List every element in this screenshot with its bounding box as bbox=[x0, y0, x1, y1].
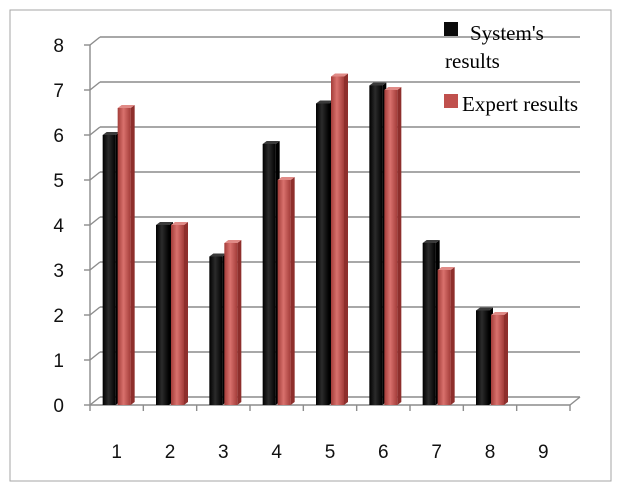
bar-side bbox=[397, 87, 401, 405]
x-tick-label: 5 bbox=[325, 442, 336, 463]
bar-side bbox=[451, 267, 455, 405]
bar-system bbox=[156, 225, 169, 405]
x-tick-label: 9 bbox=[538, 442, 549, 463]
bar-expert bbox=[384, 90, 397, 405]
bar-expert bbox=[171, 225, 184, 405]
y-tick-label: 2 bbox=[53, 306, 64, 327]
chart-frame bbox=[10, 10, 611, 481]
legend-swatch-expert bbox=[444, 94, 458, 108]
bar-expert bbox=[278, 180, 291, 405]
x-tick-label: 2 bbox=[165, 442, 176, 463]
bar-system bbox=[263, 144, 276, 405]
y-tick-label: 0 bbox=[53, 396, 64, 417]
bar-side bbox=[504, 312, 508, 405]
x-axis-edge bbox=[570, 397, 580, 405]
x-tick-label: 8 bbox=[485, 442, 496, 463]
y-tick-label: 7 bbox=[53, 81, 64, 102]
bar-expert bbox=[438, 270, 451, 405]
gridline-edge bbox=[90, 82, 100, 90]
legend: System's results Expert results bbox=[444, 21, 578, 116]
bar-system bbox=[209, 257, 222, 406]
gridline-edge bbox=[90, 307, 100, 315]
y-tick-label: 5 bbox=[53, 171, 64, 192]
bar-system bbox=[369, 86, 382, 406]
bar-expert bbox=[331, 77, 344, 406]
y-tick-label: 1 bbox=[53, 351, 64, 372]
bar-side bbox=[291, 177, 295, 405]
bar-expert bbox=[118, 108, 131, 405]
x-tick-label: 3 bbox=[218, 442, 229, 463]
bar-system bbox=[423, 243, 436, 405]
bar-expert bbox=[491, 315, 504, 405]
legend-label: results bbox=[445, 49, 500, 73]
bar-side bbox=[237, 240, 241, 405]
y-tick-label: 4 bbox=[53, 216, 64, 237]
bar-side bbox=[344, 74, 348, 406]
x-tick-label: 1 bbox=[111, 442, 122, 463]
x-tick-label: 4 bbox=[271, 442, 282, 463]
bar-system bbox=[476, 311, 489, 406]
gridline-edge bbox=[90, 352, 100, 360]
x-tick-label: 6 bbox=[378, 442, 389, 463]
gridline-edge bbox=[90, 262, 100, 270]
gridline-edge bbox=[90, 217, 100, 225]
y-tick-label: 3 bbox=[53, 261, 64, 282]
gridline-edge bbox=[90, 37, 100, 45]
bar-system bbox=[316, 104, 329, 406]
y-tick-label: 6 bbox=[53, 126, 64, 147]
x-tick-label: 7 bbox=[431, 442, 442, 463]
legend-swatch-system bbox=[444, 22, 458, 36]
bar-side bbox=[184, 222, 188, 405]
bar-system bbox=[103, 135, 116, 405]
gridline-edge bbox=[90, 397, 100, 405]
bar-expert bbox=[224, 243, 237, 405]
y-tick-label: 8 bbox=[53, 36, 64, 57]
legend-label: Expert results bbox=[462, 92, 578, 116]
gridline-edge bbox=[90, 172, 100, 180]
bars bbox=[103, 74, 508, 406]
gridline-edge bbox=[90, 127, 100, 135]
bar-side bbox=[131, 105, 135, 405]
legend-label: System's bbox=[470, 21, 544, 45]
